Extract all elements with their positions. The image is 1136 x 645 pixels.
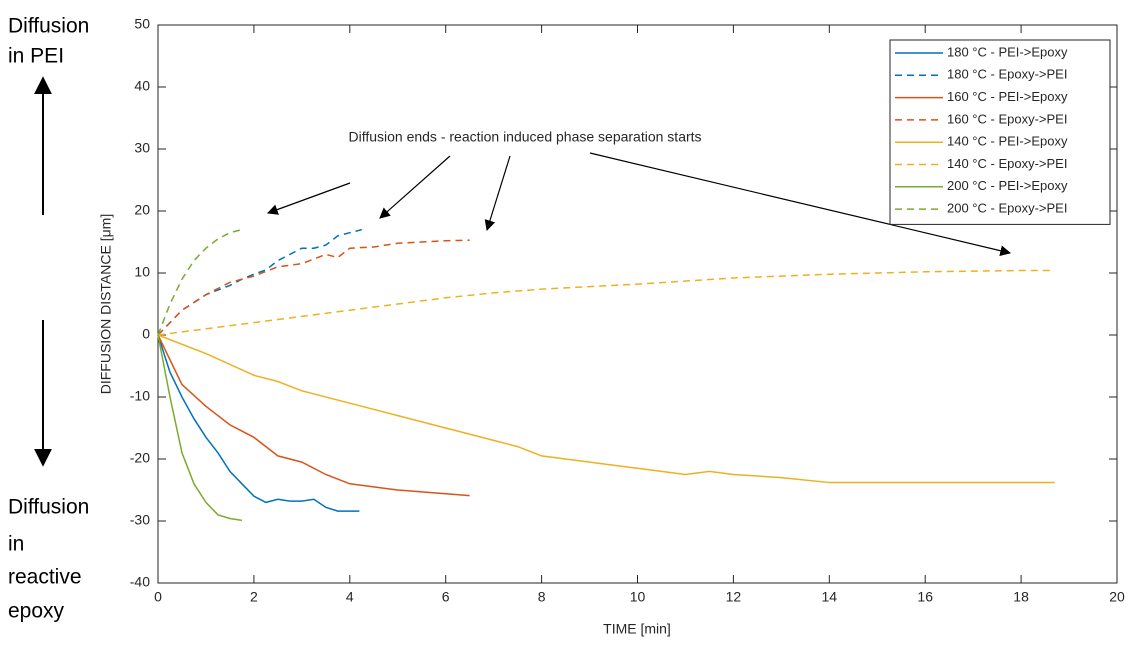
- arrow: [379, 155, 451, 219]
- legend-label: 180 °C - PEI->Epoxy: [947, 44, 1068, 59]
- x-tick-label: 8: [538, 589, 546, 605]
- x-tick-label: 2: [250, 589, 258, 605]
- x-tick-label: 20: [1109, 589, 1125, 605]
- data-line: [157, 334, 360, 512]
- legend-label: 200 °C - Epoxy->PEI: [947, 201, 1067, 216]
- data-line: [157, 334, 1055, 484]
- y-tick-label: -30: [130, 512, 150, 528]
- legend-box: [889, 39, 1111, 225]
- legend-label: 160 °C - PEI->Epoxy: [947, 89, 1068, 104]
- data-line: [157, 334, 243, 522]
- x-tick-label: 12: [726, 589, 742, 605]
- legend-label: 180 °C - Epoxy->PEI: [947, 67, 1067, 82]
- y-tick-label: 10: [134, 264, 150, 280]
- side-label: Diffusion: [8, 15, 89, 38]
- y-tick-label: -20: [130, 450, 150, 466]
- legend-label: 140 °C - PEI->Epoxy: [947, 134, 1068, 149]
- annotation: Diffusion ends - reaction induced phase …: [348, 129, 701, 145]
- data-line: [157, 228, 362, 336]
- x-tick-label: 4: [346, 589, 354, 605]
- x-tick-label: 14: [822, 589, 838, 605]
- arrows: [34, 76, 1012, 467]
- y-tick-label: -40: [130, 574, 150, 590]
- side-label: in: [8, 533, 24, 556]
- y-tick-label: 50: [134, 16, 150, 32]
- y-tick-label: 30: [134, 140, 150, 156]
- x-axis-label: TIME [min]: [603, 621, 671, 637]
- x-tick-label: 0: [154, 589, 162, 605]
- x-tick-label: 10: [630, 589, 646, 605]
- y-tick-label: 20: [134, 202, 150, 218]
- x-tick-label: 16: [917, 589, 933, 605]
- arrow: [484, 155, 511, 232]
- side-label: reactive: [8, 566, 82, 589]
- side-label: in PEI: [8, 45, 64, 68]
- data-line: [157, 228, 243, 336]
- arrow: [266, 182, 351, 215]
- legend-label: 200 °C - PEI->Epoxy: [947, 178, 1068, 193]
- side-label: epoxy: [8, 600, 65, 623]
- data-line: [157, 269, 1055, 336]
- data-line: [157, 334, 470, 497]
- legend-label: 160 °C - Epoxy->PEI: [947, 111, 1067, 126]
- y-axis-label: DIFFUSION DISTANCE [μm]: [98, 214, 114, 394]
- x-tick-label: 6: [442, 589, 450, 605]
- arrow: [589, 152, 1012, 257]
- data-line: [157, 239, 470, 336]
- legend-label: 140 °C - Epoxy->PEI: [947, 156, 1067, 171]
- y-tick-label: 40: [134, 78, 150, 94]
- x-tick-label: 18: [1013, 589, 1029, 605]
- y-tick-label: 0: [142, 326, 150, 342]
- y-tick-label: -10: [130, 388, 150, 404]
- side-label: Diffusion: [8, 496, 89, 519]
